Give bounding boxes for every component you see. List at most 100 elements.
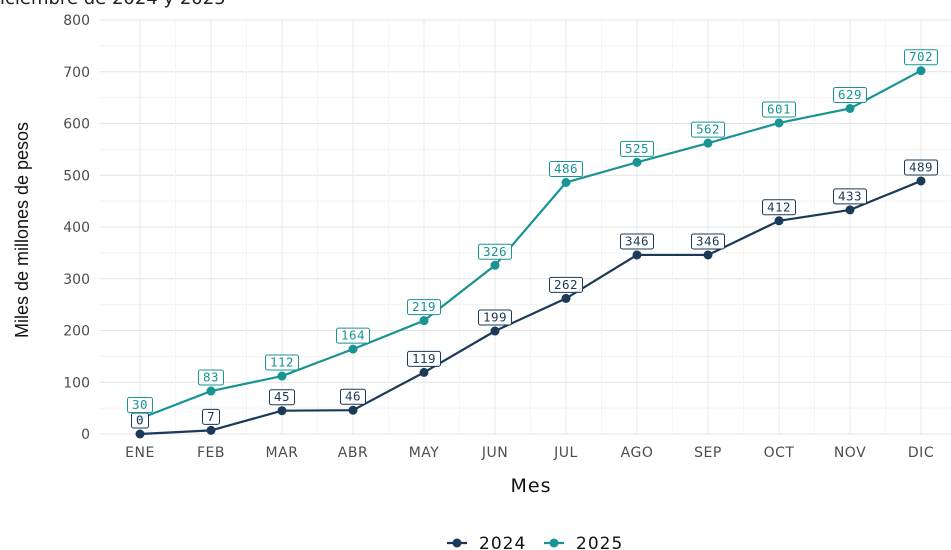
data-label-2025: 164 — [336, 327, 370, 344]
data-point-2024 — [561, 293, 571, 303]
y-tick-label: 800 — [63, 13, 90, 29]
data-label-2025: 30 — [127, 396, 153, 413]
data-label-2024: 119 — [407, 350, 441, 367]
data-label-2025: 83 — [198, 369, 224, 386]
x-tick-label: SEP — [694, 445, 722, 461]
data-point-2025 — [703, 138, 713, 148]
y-tick-label: 500 — [63, 168, 90, 184]
svg-text:326: 326 — [483, 244, 507, 259]
x-tick-label: MAR — [266, 445, 299, 461]
data-label-2024: 262 — [549, 276, 583, 293]
svg-text:112: 112 — [270, 355, 294, 370]
svg-text:702: 702 — [909, 49, 933, 64]
svg-text:562: 562 — [696, 122, 720, 137]
svg-text:412: 412 — [767, 199, 791, 214]
data-point-2024 — [277, 406, 287, 416]
legend-item-2025: 2025 — [544, 534, 623, 550]
svg-text:219: 219 — [412, 299, 436, 314]
data-point-2024 — [135, 429, 145, 439]
data-point-2025 — [277, 371, 287, 381]
x-tick-label: FEB — [197, 445, 225, 461]
svg-text:46: 46 — [345, 389, 361, 404]
x-axis-ticks: ENE FEB MAR ABR MAY JUN JUL AGO SEP OCT NOV DIC — [125, 445, 934, 461]
svg-text:486: 486 — [554, 161, 578, 176]
data-point-2024 — [348, 405, 358, 415]
y-axis-label: Miles de millones de pesos — [12, 122, 32, 338]
data-point-2025 — [845, 103, 855, 113]
svg-text:199: 199 — [483, 310, 507, 325]
x-tick-label: OCT — [764, 445, 795, 461]
data-point-2025 — [774, 118, 784, 128]
data-point-2025 — [419, 316, 429, 326]
x-axis-label: Mes — [511, 475, 552, 497]
series-line-2024 — [139, 179, 922, 436]
svg-text:7: 7 — [207, 409, 215, 424]
y-tick-label: 300 — [63, 272, 90, 288]
data-label-2024: 0 — [131, 412, 149, 429]
data-label-2024: 46 — [340, 388, 366, 405]
data-point-2025 — [490, 260, 500, 270]
data-label-2025: 112 — [265, 354, 299, 371]
data-label-2025: 562 — [691, 122, 725, 138]
svg-text:629: 629 — [838, 87, 862, 102]
data-label-2024: 45 — [269, 389, 295, 406]
data-point-2024 — [490, 326, 500, 336]
x-tick-label: NOV — [834, 445, 866, 461]
data-label-2024: 346 — [691, 233, 725, 250]
data-label-2025: 326 — [478, 243, 512, 260]
svg-text:0: 0 — [136, 413, 144, 428]
y-axis-ticks: 0 100 200 300 400 500 600 700 800 — [63, 13, 90, 443]
y-tick-label: 100 — [63, 375, 90, 391]
data-point-2025 — [561, 177, 571, 187]
x-tick-label: AGO — [621, 445, 654, 461]
x-tick-label: DIC — [908, 445, 934, 461]
data-label-2024: 433 — [833, 188, 867, 205]
svg-text:119: 119 — [412, 351, 436, 366]
data-label-2025: 525 — [620, 140, 654, 157]
chart-subtitle: iciembre de 2024 y 2025 — [0, 0, 226, 9]
data-point-2025 — [348, 344, 358, 354]
x-tick-label: ENE — [125, 445, 155, 461]
svg-text:30: 30 — [132, 397, 148, 412]
svg-text:2025: 2025 — [576, 534, 623, 550]
data-label-2024: 7 — [202, 408, 220, 425]
y-tick-label: 0 — [81, 427, 90, 443]
data-label-2024: 199 — [478, 309, 512, 326]
data-label-2024: 489 — [904, 159, 938, 176]
svg-text:433: 433 — [838, 188, 862, 203]
data-point-2024 — [206, 425, 216, 435]
data-label-2025: 702 — [904, 49, 938, 66]
y-tick-label: 700 — [63, 65, 90, 81]
data-point-2024 — [916, 176, 926, 186]
data-label-2025: 219 — [407, 299, 441, 316]
data-label-2025: 601 — [762, 101, 796, 118]
data-label-2025: 486 — [549, 160, 583, 177]
grid — [100, 19, 951, 435]
data-label-2024: 346 — [620, 233, 654, 250]
data-point-2025 — [632, 157, 642, 167]
data-point-2024 — [845, 205, 855, 215]
data-point-2024 — [703, 250, 713, 260]
y-tick-label: 600 — [63, 117, 90, 133]
y-tick-label: 200 — [63, 324, 90, 340]
svg-text:489: 489 — [909, 159, 933, 174]
data-label-2024: 412 — [762, 199, 796, 216]
svg-text:83: 83 — [203, 370, 219, 385]
series-line-2025 — [139, 69, 922, 420]
svg-text:346: 346 — [696, 233, 720, 248]
data-label-2025: 629 — [833, 86, 867, 103]
legend-item-2024: 2024 — [447, 534, 526, 550]
svg-text:164: 164 — [341, 328, 365, 343]
svg-text:525: 525 — [625, 141, 649, 156]
data-point-2024 — [632, 250, 642, 260]
y-tick-label: 400 — [63, 220, 90, 236]
data-point-2024 — [419, 367, 429, 377]
svg-text:2024: 2024 — [479, 534, 526, 550]
svg-text:45: 45 — [274, 389, 290, 404]
data-point-2025 — [206, 386, 216, 396]
x-tick-label: ABR — [338, 445, 368, 461]
data-point-2025 — [916, 66, 926, 76]
svg-text:262: 262 — [554, 277, 578, 292]
data-point-2024 — [774, 216, 784, 226]
